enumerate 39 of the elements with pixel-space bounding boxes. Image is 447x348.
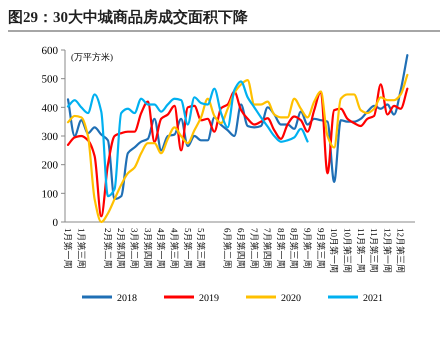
x-tick-label: 7月第四周 [262,228,273,268]
legend-label: 2021 [363,293,383,304]
x-tick-label: 5月第一周 [182,228,193,268]
y-tick-label: 300 [42,131,58,143]
y-tick-label: 600 [42,45,58,57]
y-tick-label: 500 [42,74,58,86]
y-tick-label: 400 [42,102,58,114]
x-tick-label: 9月第三周 [316,228,326,268]
line-series [66,80,309,198]
x-tick-label: 2月第二周 [102,228,113,268]
y-tick-label: 0 [52,217,58,229]
x-tick-label: 3月第二周 [130,228,140,268]
y-tick-label: 100 [42,188,58,200]
x-tick-label: 6月第四周 [236,228,246,268]
x-tick-label: 8月第三周 [289,228,300,268]
x-tick-label: 1月第三周 [76,228,86,268]
x-tick-label: 6月第二周 [222,228,233,268]
x-tick-label: 8月第一周 [276,228,286,268]
x-tick-label: 4月第一周 [156,228,166,268]
line-series [66,54,408,200]
legend-label: 2018 [117,293,137,304]
y-axis-title: (万平方米) [71,52,113,62]
x-tick-label: 11月第三周 [369,228,380,273]
x-tick-label: 5月第三周 [196,228,206,268]
x-tick-label: 7月第二周 [249,228,260,268]
x-tick-label: 1月第一周 [62,228,73,268]
x-tick-label: 11月第一周 [356,228,366,273]
x-tick-label: 3月第四周 [142,228,153,268]
x-tick-label: 10月第三周 [342,228,352,273]
x-tick-label: 10月第一周 [329,228,340,273]
x-tick-label: 12月第三周 [396,228,406,273]
y-tick-label: 200 [42,160,58,172]
chart-title: 图29：30大中城商品房成交面积下降 [8,8,249,26]
legend-label: 2020 [281,293,301,304]
x-tick-label: 2月第四周 [116,228,126,268]
x-tick-label: 9月第一周 [302,228,313,268]
x-tick-label: 12月第一周 [382,228,392,273]
x-tick-label: 4月第三周 [169,228,180,268]
legend-label: 2019 [199,293,219,304]
